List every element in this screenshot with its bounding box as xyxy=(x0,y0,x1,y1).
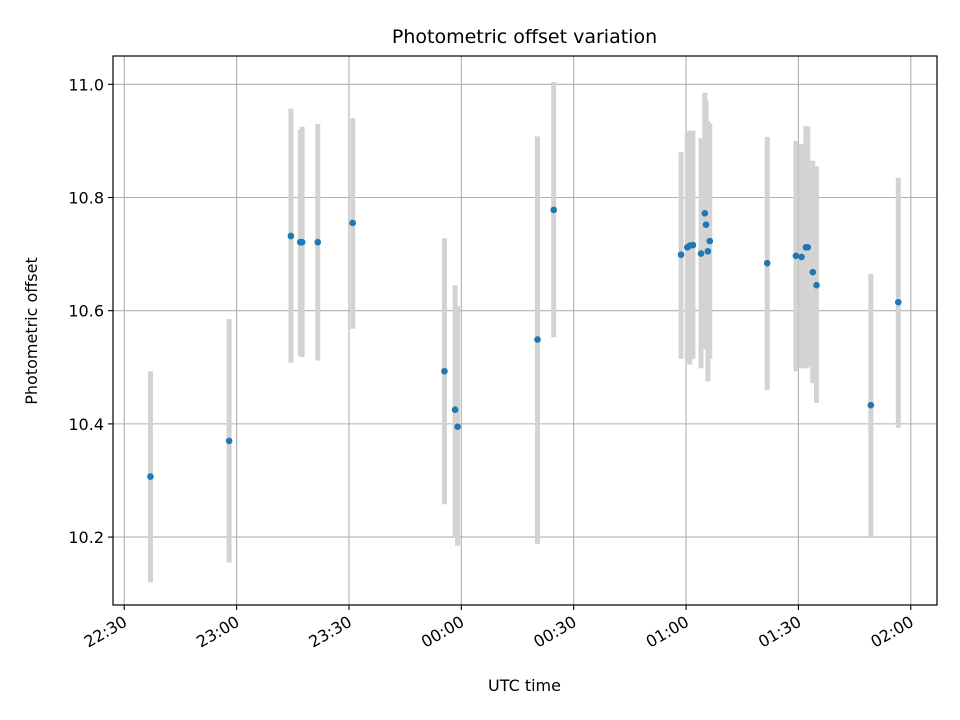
data-point xyxy=(314,238,322,246)
data-point xyxy=(792,252,800,260)
data-point xyxy=(867,401,875,409)
data-point xyxy=(894,298,902,306)
plot-area-frame xyxy=(112,55,938,606)
data-point xyxy=(441,367,448,375)
data-point xyxy=(704,247,712,255)
y-tick-label: 11.0 xyxy=(68,75,104,94)
y-tick-label: 10.8 xyxy=(68,188,104,207)
data-point xyxy=(534,336,541,343)
data-point xyxy=(706,237,714,245)
data-point xyxy=(550,206,558,214)
data-point xyxy=(298,238,306,246)
y-tick-label: 10.6 xyxy=(68,302,104,321)
y-axis-label: Photometric offset xyxy=(22,257,41,405)
data-point xyxy=(702,221,710,228)
data-point xyxy=(349,219,357,227)
data-point xyxy=(813,281,820,289)
chart-title: Photometric offset variation xyxy=(392,26,657,48)
data-point xyxy=(701,210,709,217)
data-point xyxy=(763,259,771,267)
data-point xyxy=(147,473,154,480)
data-point xyxy=(454,423,461,431)
y-axis: 10.2 10.4 10.6 10.8 11.0 xyxy=(68,75,113,547)
data-points xyxy=(147,206,902,480)
data-point xyxy=(287,232,295,240)
data-point xyxy=(798,253,805,261)
data-point xyxy=(689,241,697,249)
y-tick-label: 10.4 xyxy=(68,415,104,434)
data-point xyxy=(697,250,705,257)
data-point xyxy=(451,406,459,414)
y-tick-label: 10.2 xyxy=(68,528,104,547)
data-point xyxy=(677,251,685,258)
data-point xyxy=(225,437,233,445)
data-point xyxy=(804,244,812,251)
x-axis-label: UTC time xyxy=(488,676,561,695)
data-point xyxy=(809,268,817,276)
